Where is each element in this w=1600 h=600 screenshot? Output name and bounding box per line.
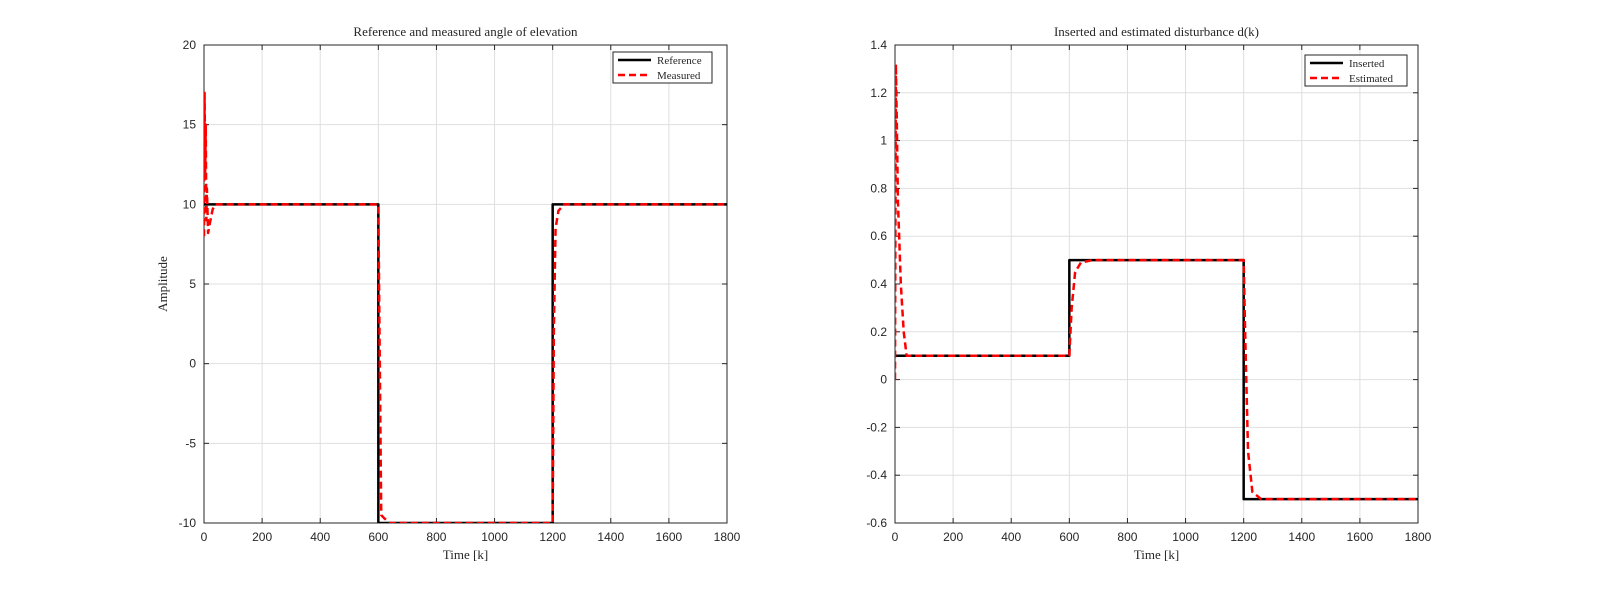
- tick-group: 0 200 400 600 800 1000 1200 1400 1600 1800 -10 -5 0 5…: [179, 38, 741, 544]
- x-axis-label: Time [k]: [1134, 547, 1179, 562]
- series-line-estimated: [895, 62, 1418, 501]
- y-tick-label: 0.8: [870, 181, 887, 195]
- x-tick-label: 600: [1059, 530, 1079, 544]
- y-tick-label: 0: [189, 357, 196, 371]
- legend: Reference Measured: [612, 51, 713, 84]
- y-tick-label: 1.2: [870, 86, 887, 100]
- y-tick-label: -0.6: [866, 516, 887, 530]
- y-tick-label: -0.2: [866, 420, 887, 434]
- x-tick-label: 1400: [597, 530, 624, 544]
- x-tick-label: 0: [892, 530, 899, 544]
- legend: Inserted Estimated: [1304, 54, 1408, 87]
- x-tick-label: 1800: [1405, 530, 1432, 544]
- x-tick-label: 1000: [481, 530, 508, 544]
- series-line-measured: [204, 91, 727, 523]
- y-tick-label: 0: [880, 373, 887, 387]
- x-tick-label: 1600: [1347, 530, 1374, 544]
- x-tick-label: 0: [201, 530, 208, 544]
- y-tick-label: 5: [189, 277, 196, 291]
- series-group: [895, 62, 1418, 501]
- x-tick-label: 800: [1117, 530, 1137, 544]
- x-tick-label: 400: [310, 530, 330, 544]
- chart-title: Reference and measured angle of elevatio…: [353, 24, 578, 39]
- x-tick-label: 1000: [1172, 530, 1199, 544]
- legend-box: [612, 51, 713, 84]
- y-tick-label: 0.4: [870, 277, 887, 291]
- legend-label: Measured: [657, 70, 701, 82]
- x-tick-label: 1200: [539, 530, 566, 544]
- y-tick-label: -10: [179, 516, 197, 530]
- legend-label: Reference: [657, 55, 702, 67]
- legend-label: Inserted: [1349, 58, 1385, 70]
- tick-group: 0 200 400 600 800 1000 1200 1400 1600 1800 -0.6 -0.…: [866, 38, 1431, 544]
- x-tick-label: 400: [1001, 530, 1021, 544]
- x-axis-label: Time [k]: [443, 547, 488, 562]
- legend-label: Estimated: [1349, 73, 1393, 85]
- x-tick-label: 1200: [1230, 530, 1257, 544]
- x-tick-label: 200: [943, 530, 963, 544]
- y-tick-label: 1: [880, 134, 887, 148]
- x-tick-label: 800: [426, 530, 446, 544]
- x-tick-label: 1400: [1288, 530, 1315, 544]
- legend-box: [1304, 54, 1408, 87]
- y-tick-label: 0.2: [870, 325, 887, 339]
- y-tick-label: 1.4: [870, 38, 887, 52]
- y-tick-label: 15: [183, 118, 197, 132]
- chart-title: Inserted and estimated disturbance d(k): [1054, 24, 1259, 39]
- x-tick-label: 200: [252, 530, 272, 544]
- x-tick-label: 1800: [714, 530, 741, 544]
- y-tick-label: 10: [183, 197, 197, 211]
- chart-panel-1: 0 200 400 600 800 1000 1200 1400 1600 1800 -10 -5 0 5…: [155, 24, 741, 562]
- x-tick-label: 600: [368, 530, 388, 544]
- y-tick-label: -0.4: [866, 468, 887, 482]
- chart-panel-2: 0 200 400 600 800 1000 1200 1400 1600 1800 -0.6 -0.…: [866, 24, 1431, 562]
- y-tick-label: 0.6: [870, 229, 887, 243]
- y-tick-label: -5: [185, 436, 196, 450]
- series-group: [204, 91, 727, 523]
- x-tick-label: 1600: [656, 530, 683, 544]
- y-tick-label: 20: [183, 38, 197, 52]
- y-axis-label: Amplitude: [155, 256, 170, 312]
